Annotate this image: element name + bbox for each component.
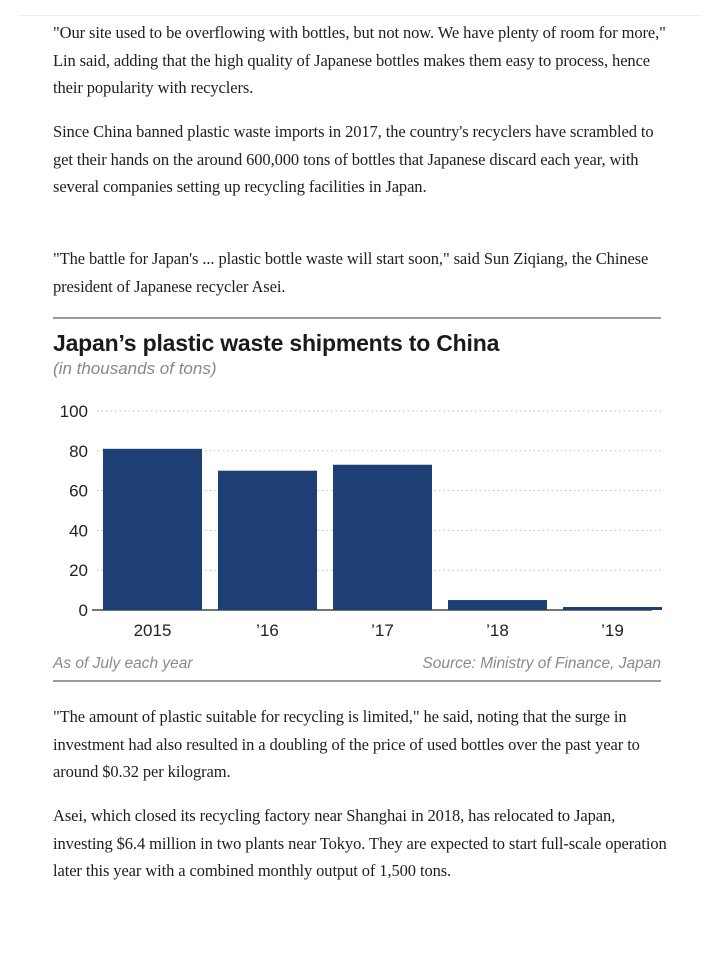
y-tick-label: 40 (69, 521, 88, 540)
x-category-label: ’16 (256, 621, 279, 640)
bar-3 (448, 600, 547, 610)
chart-source: Source: Ministry of Finance, Japan (422, 655, 661, 672)
top-divider (18, 15, 702, 16)
y-tick-label: 60 (69, 482, 88, 501)
chart-title: Japan’s plastic waste shipments to China (53, 330, 500, 356)
bar-1 (218, 470, 317, 610)
y-tick-label: 0 (79, 601, 88, 620)
chart-top-rule (53, 317, 661, 319)
y-tick-label: 100 (60, 402, 88, 421)
x-category-label: 2015 (134, 621, 172, 640)
article-paragraph-3: "The battle for Japan's ... plastic bott… (53, 249, 649, 296)
y-tick-label: 20 (69, 561, 88, 580)
bar-2 (333, 464, 432, 610)
article-paragraph-1: "Our site used to be overflowing with bo… (53, 23, 666, 97)
x-category-label: ’17 (371, 621, 394, 640)
x-category-label: ’19 (601, 621, 624, 640)
chart-subtitle: (in thousands of tons) (53, 359, 217, 378)
chart-footnote: As of July each year (53, 655, 193, 672)
article-paragraph-2: Since China banned plastic waste imports… (53, 122, 654, 196)
article-paragraph-4: "The amount of plastic suitable for recy… (53, 707, 640, 781)
x-category-label: ’18 (486, 621, 509, 640)
bar-4 (563, 607, 662, 610)
bar-0 (103, 448, 202, 610)
article-paragraph-5: Asei, which closed its recycling factory… (53, 806, 667, 880)
chart-bottom-rule (53, 680, 661, 682)
y-tick-label: 80 (69, 442, 88, 461)
